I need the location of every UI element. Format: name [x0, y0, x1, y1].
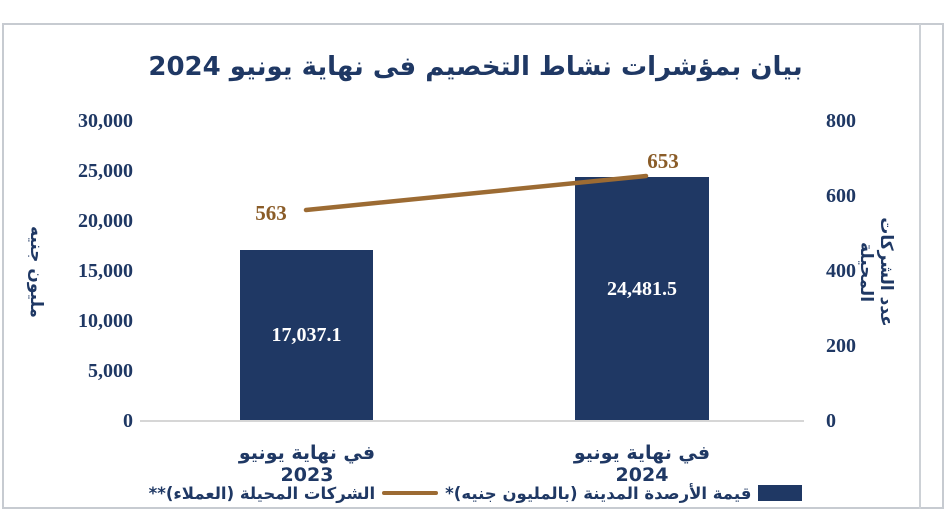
- left-axis-tick: 15,000: [78, 260, 133, 282]
- legend-label-line-series: الشركات المحيلة (العملاء)**: [148, 483, 376, 503]
- legend-label-bar-series: قيمة الأرصدة المدينة (بالمليون جنيه)*: [445, 483, 752, 503]
- left-axis-title: مليون جنيه: [26, 226, 46, 318]
- right-axis-title: عدد الشركات المحيلة: [856, 217, 896, 327]
- left-axis-tick: 10,000: [78, 310, 133, 332]
- right-axis-tick: 0: [826, 410, 836, 432]
- right-axis-tick: 400: [826, 260, 856, 282]
- bar-value-label-2023: 17,037.1: [271, 324, 342, 346]
- x-axis-line: [140, 420, 804, 422]
- bar-value-label-2024: 24,481.5: [607, 278, 677, 300]
- left-axis-tick: 20,000: [78, 210, 133, 232]
- bar-june-2024: [575, 177, 709, 421]
- chart-title: بيان بمؤشرات نشاط التخصيم فى نهاية يونيو…: [148, 52, 803, 82]
- right-axis-tick: 200: [826, 335, 856, 357]
- line-point-label-2024: 653: [647, 149, 679, 173]
- category-label-june-2023: في نهاية يونيو 2023: [238, 442, 376, 486]
- line-series-swatch-icon: [382, 491, 439, 495]
- right-axis-tick: 800: [826, 110, 856, 132]
- chart-area-right-divider: [919, 24, 921, 509]
- chart-legend: الشركات المحيلة (العملاء)** قيمة الأرصدة…: [0, 481, 951, 505]
- line-point-label-2023: 563: [255, 201, 287, 225]
- left-axis-tick: 0: [123, 410, 133, 432]
- category-label-june-2024: في نهاية يونيو 2024: [573, 442, 711, 486]
- right-axis-tick: 600: [826, 185, 856, 207]
- chart-frame: [2, 23, 944, 509]
- bar-series-swatch-icon: [758, 485, 803, 501]
- left-axis-tick: 25,000: [78, 160, 133, 182]
- bar-june-2023: [240, 250, 373, 421]
- left-axis-tick: 5,000: [88, 360, 133, 382]
- left-axis-tick: 30,000: [78, 110, 133, 132]
